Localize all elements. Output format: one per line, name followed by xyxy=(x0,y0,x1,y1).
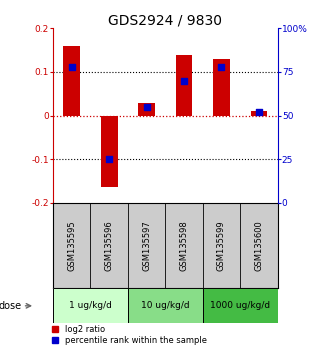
Text: GSM135597: GSM135597 xyxy=(142,220,151,271)
Text: 1000 ug/kg/d: 1000 ug/kg/d xyxy=(210,301,270,310)
Bar xyxy=(213,59,230,116)
Bar xyxy=(138,103,155,116)
Bar xyxy=(128,289,203,323)
Text: GSM135600: GSM135600 xyxy=(255,220,264,271)
Bar xyxy=(53,289,128,323)
Point xyxy=(181,78,187,84)
Bar xyxy=(250,111,267,116)
Point xyxy=(144,104,149,110)
Text: 10 ug/kg/d: 10 ug/kg/d xyxy=(141,301,190,310)
Bar xyxy=(63,46,80,116)
Point xyxy=(256,109,262,115)
Text: GSM135596: GSM135596 xyxy=(105,220,114,271)
Bar xyxy=(203,289,278,323)
Text: dose: dose xyxy=(0,301,22,311)
Bar xyxy=(101,116,117,187)
Text: GSM135595: GSM135595 xyxy=(67,220,76,271)
Bar xyxy=(176,55,193,116)
Point xyxy=(69,64,74,70)
Text: GSM135599: GSM135599 xyxy=(217,220,226,271)
Point xyxy=(107,156,112,162)
Text: 1 ug/kg/d: 1 ug/kg/d xyxy=(69,301,112,310)
Text: GSM135598: GSM135598 xyxy=(179,220,188,271)
Legend: log2 ratio, percentile rank within the sample: log2 ratio, percentile rank within the s… xyxy=(48,322,211,348)
Title: GDS2924 / 9830: GDS2924 / 9830 xyxy=(108,13,222,27)
Point xyxy=(219,64,224,70)
